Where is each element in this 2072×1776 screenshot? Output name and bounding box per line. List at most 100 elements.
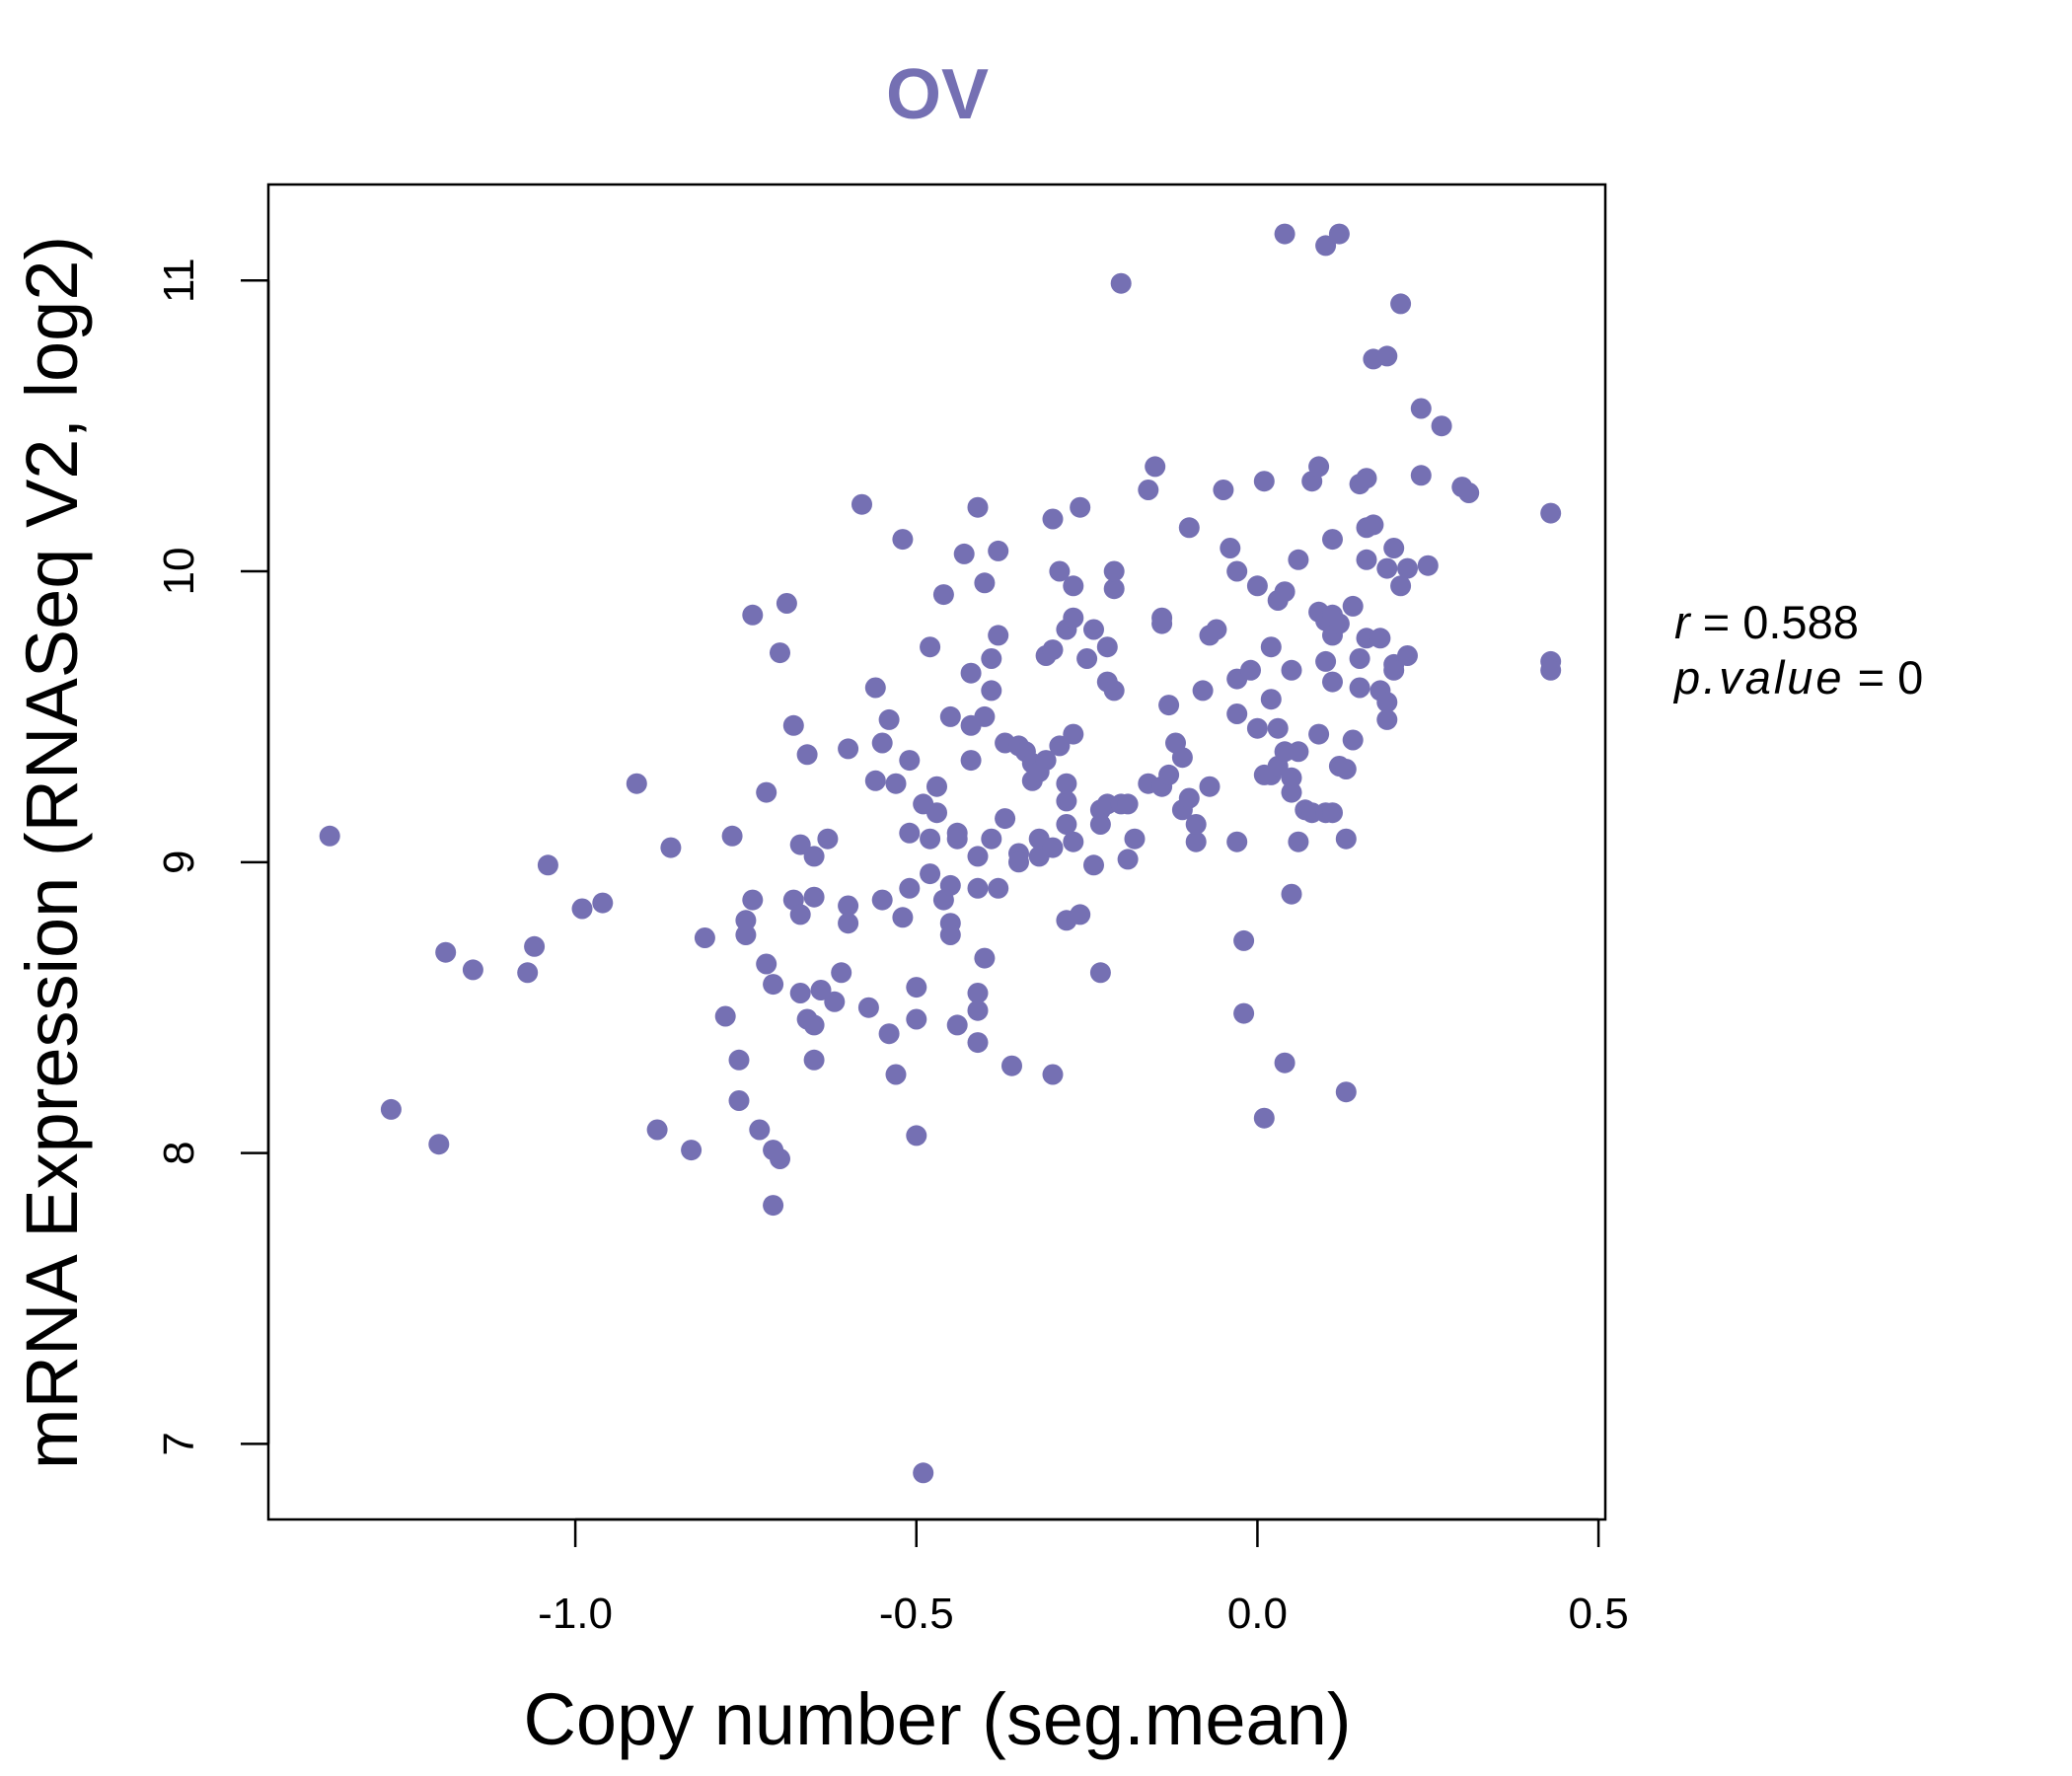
- data-point: [913, 1462, 934, 1484]
- data-point: [742, 889, 764, 911]
- data-point: [1213, 480, 1234, 500]
- data-point: [932, 584, 954, 606]
- data-point: [926, 776, 947, 797]
- data-point: [906, 1008, 927, 1030]
- data-point: [380, 1098, 402, 1120]
- data-point: [1349, 677, 1370, 699]
- data-point: [735, 910, 757, 931]
- plot-frame: [266, 183, 1607, 1521]
- data-point: [728, 1090, 750, 1111]
- data-point: [892, 529, 914, 551]
- data-point: [824, 991, 846, 1012]
- data-point: [1083, 854, 1104, 876]
- data-point: [1056, 814, 1077, 835]
- data-point: [920, 828, 941, 850]
- data-point: [899, 877, 921, 899]
- data-point: [1383, 659, 1405, 681]
- data-point: [1328, 613, 1350, 634]
- data-point: [920, 636, 941, 658]
- data-point: [953, 543, 975, 564]
- data-point: [1220, 538, 1241, 558]
- data-point: [1096, 636, 1118, 658]
- data-point: [1253, 1107, 1275, 1129]
- data-point: [763, 1195, 784, 1217]
- data-point: [1083, 619, 1104, 640]
- y-tick-label: 9: [155, 851, 203, 874]
- data-point: [967, 983, 989, 1003]
- correlation-stats: r = 0.588 p.value = 0: [1672, 596, 1923, 703]
- data-point: [776, 593, 797, 614]
- data-point: [1540, 502, 1562, 524]
- data-point: [1322, 802, 1343, 824]
- data-point: [864, 770, 886, 791]
- data-point: [892, 907, 914, 928]
- data-point: [1397, 645, 1418, 666]
- data-point: [1185, 831, 1207, 852]
- data-point: [1410, 398, 1432, 419]
- data-point: [899, 822, 921, 844]
- data-point: [537, 854, 558, 876]
- data-point: [1138, 480, 1159, 500]
- data-point: [770, 642, 790, 664]
- data-point: [1335, 828, 1357, 850]
- data-point: [789, 904, 811, 925]
- data-point: [1397, 557, 1418, 579]
- data-point: [988, 540, 1009, 561]
- data-point: [1063, 575, 1084, 597]
- data-point: [960, 662, 982, 684]
- data-point: [592, 892, 614, 914]
- data-point: [1226, 560, 1248, 582]
- data-point: [319, 825, 340, 847]
- data-point: [871, 889, 893, 911]
- data-point: [1233, 1002, 1255, 1024]
- data-point: [967, 999, 989, 1021]
- data-point: [735, 925, 757, 945]
- data-point: [988, 625, 1009, 646]
- data-point: [1274, 223, 1295, 245]
- data-point: [1342, 595, 1364, 617]
- data-point: [1063, 607, 1084, 629]
- data-point: [1042, 639, 1064, 661]
- chart-title: OV: [886, 55, 989, 134]
- data-point: [1056, 790, 1077, 812]
- data-point: [974, 947, 996, 969]
- data-point: [796, 744, 818, 766]
- data-point: [906, 977, 927, 999]
- data-point: [1274, 581, 1295, 603]
- data-point: [1260, 689, 1282, 710]
- data-point: [782, 714, 804, 736]
- data-point: [1171, 747, 1193, 769]
- data-point: [1335, 759, 1357, 779]
- data-point: [946, 1014, 968, 1036]
- data-point: [789, 834, 811, 855]
- data-point: [1246, 575, 1268, 597]
- data-point: [974, 705, 996, 727]
- data-point: [995, 808, 1016, 830]
- data-point: [1322, 671, 1343, 693]
- data-point: [1288, 549, 1309, 570]
- data-point: [1267, 717, 1289, 739]
- x-axis-title: Copy number (seg.mean): [523, 1678, 1351, 1760]
- data-point: [939, 925, 961, 945]
- data-point: [1151, 607, 1173, 629]
- data-point: [906, 1125, 927, 1147]
- data-point: [1288, 741, 1309, 763]
- data-points: [319, 223, 1562, 1484]
- data-point: [803, 1049, 825, 1071]
- data-point: [1035, 750, 1057, 772]
- p-value-statistic: p.value = 0: [1672, 651, 1923, 703]
- data-point: [946, 828, 968, 850]
- data-point: [1063, 723, 1084, 745]
- data-point: [1288, 831, 1309, 852]
- data-point: [1042, 508, 1064, 530]
- data-point: [1363, 514, 1384, 536]
- data-point: [694, 927, 715, 948]
- data-point: [1124, 828, 1146, 850]
- data-point: [981, 828, 1002, 850]
- data-point: [838, 913, 859, 934]
- data-point: [920, 863, 941, 885]
- data-point: [756, 953, 777, 975]
- data-point: [770, 1148, 790, 1169]
- x-tick-label: 0.0: [1227, 1590, 1288, 1638]
